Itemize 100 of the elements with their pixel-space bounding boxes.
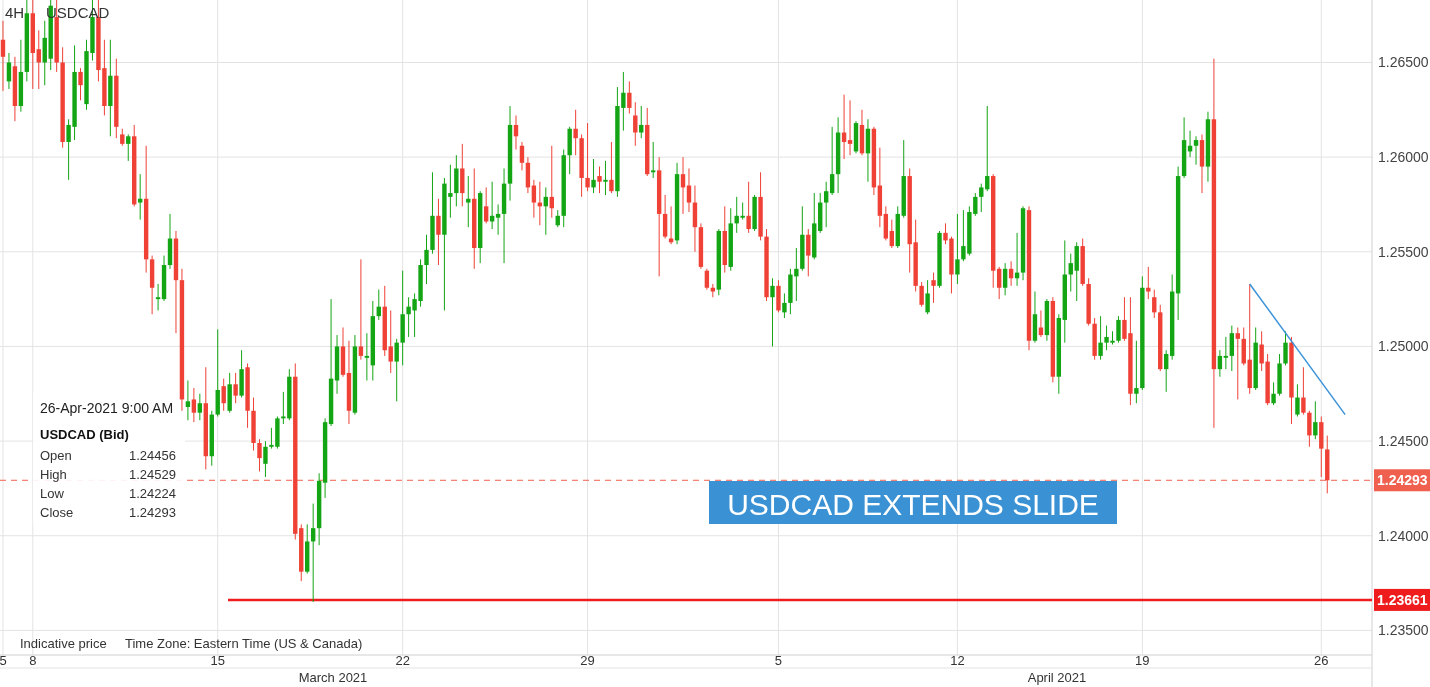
candlestick <box>1307 410 1312 448</box>
annotation: Time Zone: Eastern Time (US & Canada) <box>125 636 363 651</box>
candlestick <box>466 175 471 228</box>
candlestick <box>919 281 924 308</box>
x-tick-label: 15 <box>210 653 225 668</box>
x-tick-label: 19 <box>1135 653 1150 668</box>
candlestick <box>137 173 143 221</box>
candlestick <box>609 141 614 194</box>
candlestick <box>627 80 632 115</box>
candlestick <box>1116 315 1121 344</box>
candlestick <box>925 279 930 315</box>
candlestick <box>603 160 608 196</box>
candlestick <box>823 181 829 228</box>
annotation: 1.24293 <box>129 505 176 520</box>
candlestick <box>1271 381 1276 406</box>
candlestick <box>1283 330 1288 366</box>
candlestick <box>221 378 226 412</box>
candlestick <box>573 109 578 156</box>
candlestick <box>155 283 161 311</box>
candlestick <box>782 292 787 319</box>
candlestick <box>889 219 894 249</box>
annotation: Indicative price <box>20 636 107 651</box>
y-tick-label: 1.24000 <box>1378 527 1429 544</box>
candlestick <box>358 258 364 361</box>
candlestick <box>495 203 501 236</box>
annotation: 1.24224 <box>129 486 176 501</box>
candlestick <box>591 158 596 194</box>
candlestick <box>686 167 692 213</box>
candlestick <box>0 20 6 92</box>
candlestick <box>394 338 399 402</box>
ref-line-label: 1.23661 <box>1377 591 1428 608</box>
candlestick <box>931 272 936 304</box>
candlestick <box>36 29 41 90</box>
candlestick <box>806 228 811 277</box>
y-tick-label: 1.26500 <box>1378 54 1429 71</box>
x-tick-label: 22 <box>395 653 410 668</box>
candlestick <box>185 380 191 421</box>
candlestick <box>1301 366 1306 416</box>
candlestick <box>1002 262 1008 296</box>
candlestick <box>233 372 238 404</box>
annotation: 26-Apr-2021 9:00 AM <box>40 400 174 416</box>
y-tick-label: 1.24500 <box>1378 433 1429 450</box>
annotation: 1.24456 <box>129 448 176 463</box>
candlestick <box>662 194 668 240</box>
candlestick <box>704 268 710 291</box>
candlestick <box>263 440 268 478</box>
candlestick <box>519 141 525 171</box>
candlestick <box>633 101 638 147</box>
candlestick <box>364 332 370 382</box>
candlestick <box>126 133 131 162</box>
candlestick <box>639 105 644 139</box>
candlestick <box>770 277 775 347</box>
text: April 2021 <box>1027 670 1087 685</box>
candlestick <box>78 67 83 101</box>
candlestick <box>1313 400 1318 440</box>
candlestick <box>197 393 203 421</box>
y-tick-label: 1.25000 <box>1378 338 1429 355</box>
candlestick <box>1193 135 1199 166</box>
candlestick <box>257 438 262 472</box>
candlestick <box>1152 289 1157 319</box>
text: March 2021 <box>298 670 368 685</box>
annotation: Open <box>40 448 72 463</box>
candlestick <box>1229 325 1235 372</box>
candlestick <box>680 156 686 215</box>
candlestick <box>1146 266 1151 300</box>
candlestick <box>436 198 441 266</box>
candlestick <box>310 503 316 603</box>
candlestick <box>1217 349 1223 378</box>
candlestick <box>388 309 393 374</box>
candlestick <box>483 186 489 224</box>
candlestick <box>597 166 602 194</box>
annotation: USDCAD (Bid) <box>40 427 129 442</box>
x-tick-label: 5 <box>774 653 783 668</box>
candlestick <box>829 126 835 196</box>
candlestick <box>1223 336 1229 370</box>
candlestick <box>996 266 1002 300</box>
candlestick <box>650 141 656 179</box>
annotation: 1.24529 <box>129 467 176 482</box>
annotation: High <box>40 467 67 482</box>
ref-line-label: 1.24293 <box>1377 472 1428 489</box>
candlestick <box>6 52 12 90</box>
candlestick <box>1098 315 1103 361</box>
annotation: Close <box>40 505 74 520</box>
y-tick-label: 1.23500 <box>1378 622 1429 639</box>
candlestick <box>979 183 984 213</box>
annotation: Low <box>40 486 65 501</box>
annotation: USDCAD EXTENDS SLIDE <box>727 488 1099 521</box>
candlestick <box>847 99 853 156</box>
chart-title: 4H <box>5 4 25 21</box>
x-tick-label: 12 <box>950 653 965 668</box>
x-tick-label: 8 <box>29 653 37 668</box>
candlestick <box>985 105 990 192</box>
candlestick <box>585 122 590 192</box>
y-tick-label: 1.25500 <box>1378 243 1429 260</box>
candlestick <box>531 179 537 219</box>
x-tick-label: 5 <box>0 653 7 668</box>
candlestick <box>1235 327 1240 400</box>
candlestick <box>1134 340 1139 404</box>
x-tick-label: 29 <box>580 653 595 668</box>
y-tick-label: 1.26000 <box>1378 149 1429 166</box>
